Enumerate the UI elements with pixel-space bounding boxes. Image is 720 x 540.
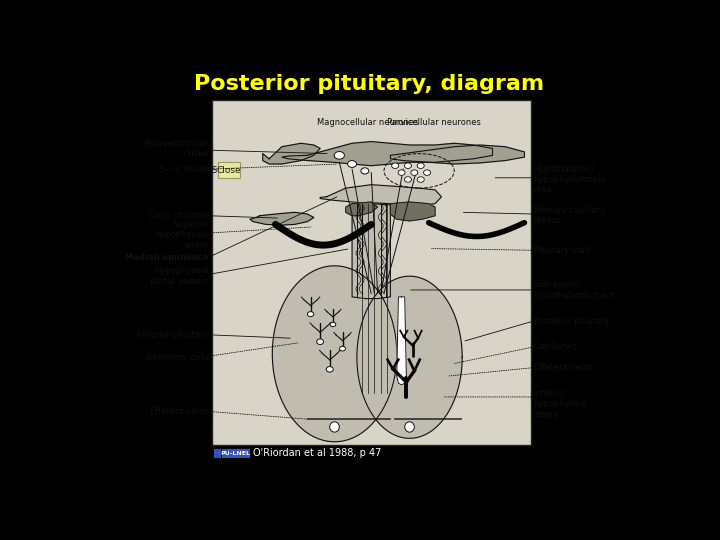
Polygon shape (352, 203, 390, 299)
Text: Parvicellular neurones: Parvicellular neurones (387, 118, 481, 127)
Ellipse shape (307, 312, 314, 316)
Ellipse shape (361, 168, 369, 174)
Bar (212, 100, 531, 446)
Ellipse shape (423, 170, 431, 176)
Ellipse shape (330, 322, 336, 327)
Text: Posterior pituitary, diagram: Posterior pituitary, diagram (194, 73, 544, 93)
Ellipse shape (348, 160, 356, 167)
Polygon shape (397, 297, 406, 385)
Text: Hypothalamic/
hypophysiotropic
area: Hypothalamic/ hypophysiotropic area (534, 165, 606, 194)
Text: Pituitary stalk: Pituitary stalk (534, 246, 592, 255)
Ellipse shape (417, 163, 424, 168)
Text: Capillaries: Capillaries (534, 342, 577, 352)
Ellipse shape (417, 177, 424, 183)
Ellipse shape (340, 346, 346, 351)
Ellipse shape (398, 170, 405, 176)
Ellipse shape (411, 170, 418, 176)
Text: Hypophyseal
portal vessels: Hypophyseal portal vessels (150, 266, 209, 286)
Polygon shape (282, 141, 492, 166)
Ellipse shape (334, 152, 344, 159)
Ellipse shape (326, 367, 333, 372)
Bar (212, 447, 531, 459)
Text: S— c nuclei: S— c nuclei (160, 165, 209, 174)
Ellipse shape (405, 163, 411, 168)
Text: Anterior pituitary: Anterior pituitary (137, 330, 209, 339)
Polygon shape (272, 266, 397, 442)
Ellipse shape (317, 339, 324, 345)
Text: Optic chiasma: Optic chiasma (149, 211, 209, 220)
Polygon shape (346, 202, 377, 216)
Text: Posterior pituitary: Posterior pituitary (534, 316, 609, 326)
Polygon shape (250, 212, 314, 225)
Text: Primary capillary
plexus: Primary capillary plexus (534, 206, 605, 226)
Text: Efferent veins: Efferent veins (150, 407, 209, 416)
Text: Median eminence: Median eminence (125, 253, 209, 262)
Ellipse shape (330, 422, 339, 432)
Text: S: S (211, 166, 216, 174)
Bar (222, 449, 250, 458)
Text: Secretory cells: Secretory cells (147, 353, 209, 362)
Text: PU-LNEL: PU-LNEL (220, 451, 251, 456)
Polygon shape (263, 143, 320, 164)
Text: Superior
hypophyseal
artery: Superior hypophyseal artery (155, 220, 209, 249)
Polygon shape (320, 185, 441, 205)
Text: Close: Close (217, 166, 241, 174)
Bar (218, 162, 240, 178)
Polygon shape (357, 276, 462, 438)
Text: O'Riordan et al 1988, p 47: O'Riordan et al 1988, p 47 (253, 448, 382, 458)
Polygon shape (390, 202, 435, 221)
Text: Supraoptic-
hypothalamic tract: Supraoptic- hypothalamic tract (534, 280, 613, 300)
Ellipse shape (405, 422, 414, 432)
Ellipse shape (392, 163, 399, 168)
Bar (214, 449, 220, 458)
Text: Magnocellular neurones: Magnocellular neurones (317, 118, 418, 127)
Polygon shape (390, 145, 524, 164)
Ellipse shape (405, 177, 411, 183)
Text: Inferior
hypophyseal
artery: Inferior hypophyseal artery (534, 389, 588, 419)
Text: Paraventricular
nuclei: Paraventricular nuclei (145, 139, 209, 158)
Text: Efferent veins: Efferent veins (534, 363, 593, 372)
